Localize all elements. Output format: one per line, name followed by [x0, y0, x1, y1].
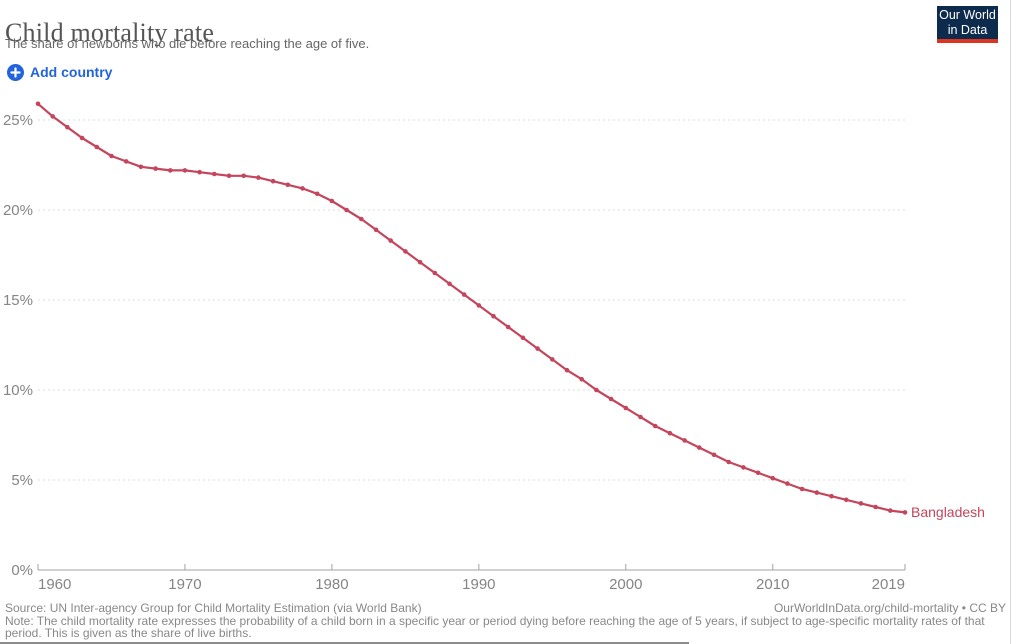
- data-point-1980[interactable]: [329, 198, 335, 204]
- data-point-1987[interactable]: [432, 270, 438, 276]
- data-point-1965[interactable]: [109, 153, 114, 159]
- x-tick-label-1960: 1960: [38, 576, 71, 593]
- data-point-1990[interactable]: [476, 303, 482, 308]
- data-point-1964[interactable]: [94, 144, 100, 150]
- data-point-1994[interactable]: [535, 346, 540, 351]
- y-tick-label-5%: 5%: [11, 472, 33, 489]
- data-point-1989[interactable]: [461, 292, 467, 297]
- x-tick-label-1970: 1970: [168, 576, 201, 593]
- data-point-1979[interactable]: [314, 191, 320, 197]
- add-country-button[interactable]: Add country: [7, 62, 112, 82]
- data-point-2018[interactable]: [888, 508, 893, 513]
- data-point-1998[interactable]: [594, 387, 599, 393]
- data-point-2001[interactable]: [638, 414, 643, 420]
- data-point-2000[interactable]: [623, 405, 629, 411]
- line-chart[interactable]: 0% 5% 10% 15% 20% 25% 1960 1970 1980 1990 2000 2010…: [0, 0, 1028, 600]
- data-point-1976[interactable]: [270, 178, 276, 184]
- y-tick-label-20%: 20%: [3, 202, 33, 219]
- y-tick-label-15%: 15%: [3, 292, 33, 309]
- data-point-1981[interactable]: [344, 207, 349, 213]
- y-tick-label-25%: 25%: [3, 112, 33, 129]
- data-point-1983[interactable]: [373, 227, 379, 233]
- data-point-1971[interactable]: [197, 169, 202, 175]
- data-point-1984[interactable]: [388, 238, 394, 243]
- data-point-1992[interactable]: [505, 324, 511, 330]
- data-point-2009[interactable]: [755, 470, 761, 476]
- data-point-1986[interactable]: [417, 259, 423, 265]
- page-title: Child mortality rate: [5, 18, 215, 48]
- data-point-1966[interactable]: [123, 159, 129, 164]
- license-link[interactable]: OurWorldInData.org/child-mortality • CC …: [773, 601, 1006, 615]
- data-point-1993[interactable]: [520, 335, 526, 341]
- y-tick-label-10%: 10%: [3, 382, 33, 399]
- data-point-1960[interactable]: [35, 101, 41, 107]
- data-point-2007[interactable]: [726, 459, 731, 465]
- data-point-2015[interactable]: [843, 497, 849, 503]
- frame-bottom-border: [0, 642, 689, 644]
- x-tick-label-2010: 2010: [756, 576, 789, 593]
- data-point-1978[interactable]: [300, 186, 305, 191]
- data-point-1969[interactable]: [168, 168, 173, 173]
- data-point-1961[interactable]: [50, 114, 55, 119]
- data-point-1963[interactable]: [79, 135, 85, 141]
- data-point-1996[interactable]: [564, 367, 570, 373]
- data-point-2006[interactable]: [711, 452, 717, 458]
- x-tick-label-2000: 2000: [609, 576, 642, 593]
- chart-line-bangladesh: [37, 102, 906, 514]
- data-point-2010[interactable]: [770, 475, 775, 481]
- note-text: Note: The child mortality rate expresses…: [5, 613, 985, 640]
- data-point-1968[interactable]: [153, 166, 158, 171]
- data-point-2014[interactable]: [829, 493, 834, 499]
- data-point-1997[interactable]: [579, 376, 584, 382]
- y-tick-label-0%: 0%: [11, 562, 33, 579]
- data-point-2005[interactable]: [697, 445, 702, 450]
- owid-logo[interactable]: Our World in Data: [937, 6, 998, 43]
- data-point-1962[interactable]: [65, 124, 70, 130]
- data-point-1991[interactable]: [491, 313, 496, 319]
- data-point-2013[interactable]: [814, 490, 820, 495]
- data-point-1995[interactable]: [550, 357, 555, 362]
- add-country-label: Add country: [30, 64, 113, 80]
- data-point-1970[interactable]: [182, 168, 188, 173]
- data-point-1988[interactable]: [447, 281, 452, 287]
- data-point-1974[interactable]: [241, 173, 246, 179]
- owid-logo-line2: in Data: [947, 23, 988, 37]
- chart-footer: Source: UN Inter-agency Group for Child …: [5, 602, 1006, 640]
- data-point-1977[interactable]: [285, 182, 291, 188]
- data-point-1999[interactable]: [608, 396, 614, 402]
- data-point-1975[interactable]: [256, 175, 261, 180]
- data-point-1973[interactable]: [226, 173, 232, 179]
- series-end-label: Bangladesh: [911, 504, 985, 520]
- data-point-1985[interactable]: [403, 249, 408, 254]
- plus-circle-icon: [7, 63, 24, 81]
- data-point-2011[interactable]: [785, 481, 790, 486]
- x-tick-label-1990: 1990: [462, 576, 495, 593]
- data-point-2008[interactable]: [741, 465, 746, 470]
- owid-logo-line1: Our World: [939, 8, 996, 22]
- data-point-2017[interactable]: [873, 504, 878, 510]
- data-point-2019[interactable]: [902, 510, 908, 515]
- data-point-2002[interactable]: [652, 423, 658, 429]
- x-tick-label-1980: 1980: [315, 576, 348, 593]
- frame-right-border: [1010, 0, 1011, 644]
- data-point-2016[interactable]: [858, 501, 864, 506]
- source-text: Source: UN Inter-agency Group for Child …: [5, 601, 422, 615]
- data-point-2012[interactable]: [799, 486, 805, 492]
- page-subtitle: The share of newborns who die before rea…: [5, 36, 370, 51]
- data-point-2004[interactable]: [682, 438, 687, 443]
- data-point-1967[interactable]: [138, 164, 144, 170]
- data-point-2003[interactable]: [667, 430, 673, 436]
- data-point-1972[interactable]: [212, 171, 217, 177]
- data-point-1982[interactable]: [359, 216, 364, 222]
- x-tick-label-2019: 2019: [872, 576, 905, 593]
